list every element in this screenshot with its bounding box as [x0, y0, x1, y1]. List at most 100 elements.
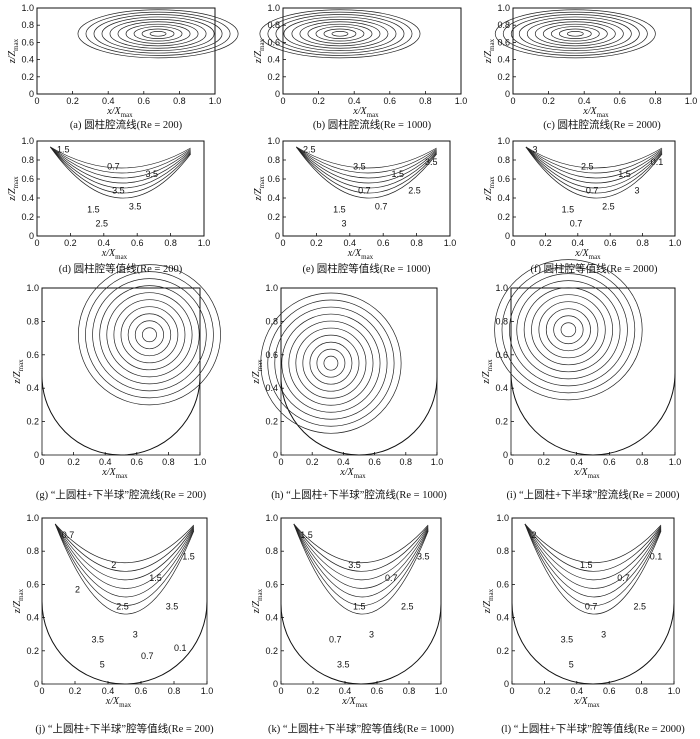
y-tick-label: 0.4	[496, 613, 509, 623]
contour-label: 2	[111, 560, 116, 570]
streamline	[315, 26, 365, 42]
y-tick-label: 0.8	[21, 155, 34, 165]
y-tick-label: 0.4	[26, 613, 39, 623]
x-tick-label: 0.8	[419, 96, 432, 106]
y-tick-label: 0.4	[21, 55, 34, 65]
contour-label: 3.5	[112, 185, 125, 195]
contour-line	[293, 523, 429, 615]
contour-label: 0.1	[650, 552, 663, 562]
y-tick-label: 0.8	[26, 546, 39, 556]
y-tick-label: 0.6	[26, 350, 39, 360]
contour-label: 3.5	[129, 201, 142, 211]
contour-label: 2	[531, 530, 536, 540]
contour-label: 1.5	[87, 204, 100, 214]
panel-i: 0 0.2 0.4 0.6 0.8 1.000.20.40.60.81.0x/Xmaxz/…	[481, 259, 681, 501]
contour-line	[525, 146, 663, 179]
contour-line	[50, 146, 191, 189]
x-tick-label: 0.6	[604, 238, 617, 248]
cavity-outline	[36, 140, 205, 237]
contour-line	[524, 523, 662, 606]
contour-label: 2.5	[116, 601, 129, 611]
streamline-set	[260, 292, 402, 434]
x-axis-label-sub: max	[588, 701, 601, 709]
y-tick-label: 0	[34, 679, 39, 689]
y-tick-label: 0.8	[265, 316, 278, 326]
contour-line	[525, 146, 663, 169]
contour-line	[296, 146, 437, 184]
y-tick-label: 1.0	[497, 136, 510, 146]
contour-line	[524, 523, 662, 589]
cavity-outline	[512, 140, 676, 237]
axes-box	[280, 517, 442, 685]
contour-line	[50, 146, 191, 184]
contour-line	[54, 523, 195, 615]
panel-h: 0 0.2 0.4 0.6 0.8 1.000.20.40.60.81.0x/Xmaxz/…	[251, 283, 447, 501]
contour-label: 3	[601, 630, 606, 640]
y-tick-label: 0.8	[497, 20, 510, 30]
contour-label: 0.7	[62, 530, 75, 540]
x-tick-label: 0.8	[168, 686, 181, 696]
y-tick-label: 0.4	[495, 383, 508, 393]
streamline	[558, 28, 592, 39]
contour-set	[524, 523, 662, 615]
contour-label: 3	[341, 219, 346, 229]
contour-label: 3.5	[561, 635, 574, 645]
streamline	[299, 21, 381, 47]
panel-caption: (j) “上圆柱+下半球”腔等值线(Re = 200)	[35, 722, 214, 735]
x-tick-label: 0.8	[162, 457, 175, 467]
x-tick-label: 0.4	[348, 96, 361, 106]
streamline	[538, 301, 599, 359]
panel-c: 0 0.2 0.4 0.6 0.8 1.000.20.40.60.81.0x/Xmaxz/…	[483, 3, 697, 131]
contour-label: 0.7	[141, 651, 154, 661]
x-axis-label-sub: max	[367, 111, 380, 119]
contour-line	[524, 523, 662, 615]
streamline	[309, 341, 353, 385]
y-axis-label-sub: max	[12, 38, 20, 51]
streamline	[274, 306, 388, 420]
streamline	[307, 23, 373, 44]
streamline	[259, 9, 421, 59]
contour-label: 2.5	[602, 201, 615, 211]
streamline	[127, 313, 172, 357]
contour-label: 3	[532, 144, 537, 154]
streamline	[509, 273, 628, 387]
y-tick-label: 0.8	[496, 546, 509, 556]
contour-label: 3.5	[425, 157, 438, 167]
y-tick-label: 0.8	[267, 155, 280, 165]
y-axis-label-sub: max	[487, 588, 495, 601]
contour-line	[525, 146, 663, 189]
x-tick-label: 0.6	[368, 457, 381, 467]
x-tick-label: 0.6	[135, 686, 148, 696]
x-axis-label-sub: max	[354, 472, 367, 480]
panel-d: 1.5 0.7 3.5 3.5 1.5 2.5 3.5 0 0.2 0.4 0.6 0.8 1.0 0 0.…	[7, 136, 210, 275]
panel-caption: (c) 圆柱腔流线(Re = 2000)	[543, 118, 661, 131]
y-tick-label: 1.0	[267, 136, 280, 146]
y-axis-label-main: z/Z	[483, 188, 494, 202]
y-axis-label: z/Zmax	[7, 38, 20, 64]
streamline	[77, 264, 221, 406]
x-axis-label-main: x/X	[101, 248, 116, 259]
x-tick-label: 0	[39, 686, 44, 696]
streamline-set	[259, 9, 421, 59]
y-axis-label-main: z/Z	[482, 600, 493, 614]
y-tick-label: 0.6	[267, 37, 280, 47]
x-tick-label: 0.4	[337, 457, 350, 467]
contour-line	[296, 146, 437, 194]
contour-line	[296, 146, 437, 189]
contour-set	[293, 523, 429, 615]
contour-line	[293, 523, 429, 564]
y-axis-label: z/Zmax	[12, 359, 25, 385]
contour-line	[54, 523, 195, 606]
contour-set	[54, 523, 195, 615]
streamline	[281, 313, 381, 413]
contour-label: 3	[133, 630, 138, 640]
streamline	[275, 14, 405, 54]
streamline	[518, 16, 632, 52]
x-axis-label: x/Xmax	[101, 467, 128, 480]
cavity-outline	[282, 140, 451, 237]
y-tick-label: 0.6	[21, 37, 34, 47]
contour-label: 2.5	[408, 185, 421, 195]
x-axis-label-sub: max	[588, 472, 601, 480]
y-tick-label: 0.8	[267, 20, 280, 30]
contour-line	[50, 146, 191, 169]
